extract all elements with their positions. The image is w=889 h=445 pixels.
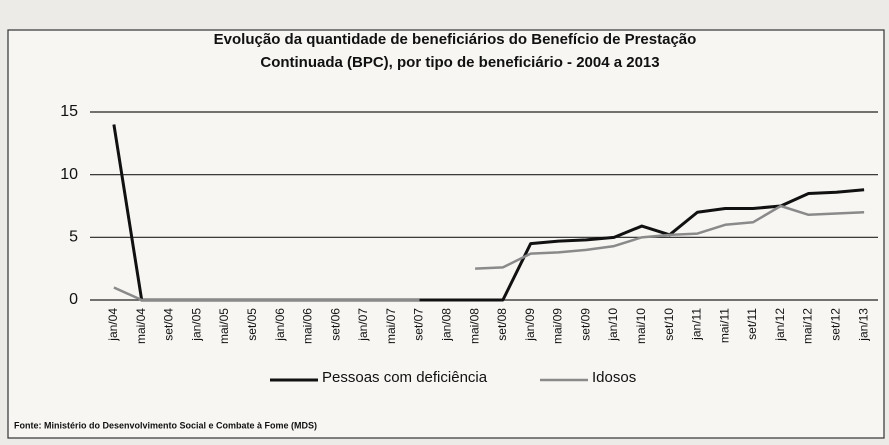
x-tick-label: mai/06 [301,308,315,344]
x-tick-label: set/06 [328,308,342,341]
x-tick-label: jan/11 [690,308,704,341]
x-tick-label: set/11 [745,308,759,340]
x-tick-label: jan/10 [606,308,620,342]
x-tick-label: jan/12 [773,308,787,342]
y-tick-label: 0 [69,291,78,308]
x-tick-label: mai/12 [801,308,815,344]
chart-frame [7,29,885,439]
x-tick-label: mai/04 [134,308,148,344]
x-tick-label: mai/08 [467,308,481,344]
chart-title: Evolução da quantidade de beneficiários … [214,31,697,48]
series-line [113,204,865,302]
x-tick-label: mai/07 [384,308,398,344]
legend-label: Pessoas com deficiência [322,369,488,386]
y-tick-label: 15 [60,103,78,120]
x-tick-label: mai/11 [717,308,731,343]
x-tick-label: set/12 [828,308,842,341]
x-tick-label: set/10 [662,308,676,341]
x-tick-label: jan/08 [439,308,453,342]
y-tick-label: 5 [69,229,78,246]
x-tick-label: jan/05 [189,308,203,342]
x-tick-label: set/07 [412,308,426,341]
x-tick-label: jan/06 [273,308,287,342]
source-note: Fonte: Ministério do Desenvolvimento Soc… [14,420,317,430]
legend-label: Idosos [592,369,636,386]
x-tick-label: jan/07 [356,308,370,342]
x-tick-label: set/08 [495,308,509,341]
x-tick-label: mai/09 [551,308,565,344]
x-tick-label: set/05 [245,308,259,341]
x-tick-label: mai/05 [217,308,231,344]
x-tick-label: set/09 [578,308,592,341]
x-tick-label: mai/10 [634,308,648,344]
x-tick-label: jan/13 [856,308,870,342]
x-tick-label: jan/09 [523,308,537,342]
x-tick-label: jan/04 [106,308,120,342]
y-tick-label: 10 [60,166,78,183]
chart-subtitle: Continuada (BPC), por tipo de beneficiár… [260,54,659,71]
x-tick-label: set/04 [162,308,176,341]
